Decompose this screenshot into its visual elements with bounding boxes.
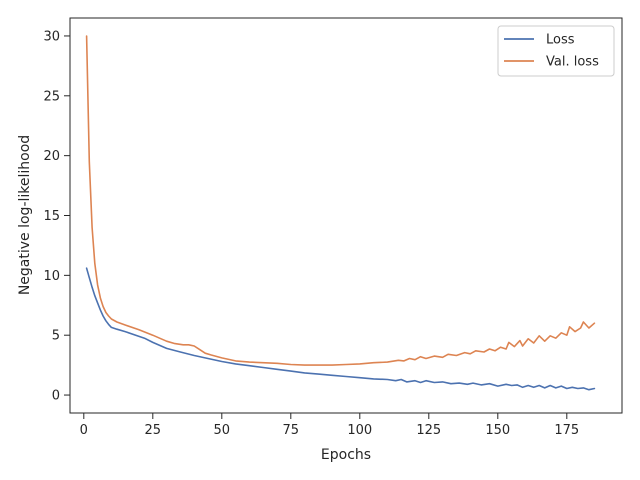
y-axis: 0 5 10 15 20 25 30	[43, 29, 70, 404]
series-line-loss	[85, 267, 596, 391]
x-tick-label: 0	[80, 423, 88, 438]
x-tick-label: 175	[554, 423, 579, 438]
x-tick-label: 125	[416, 423, 441, 438]
y-tick-label: 0	[52, 389, 60, 404]
plot-area	[69, 17, 623, 414]
series-lines	[85, 35, 596, 391]
y-tick-label: 10	[43, 269, 60, 284]
x-tick-label: 25	[145, 423, 162, 438]
y-tick-label: 5	[52, 329, 60, 344]
y-tick-label: 25	[43, 89, 60, 104]
x-axis: 0 25 50 75 100 125 150 175	[80, 413, 579, 438]
x-axis-label: Epochs	[321, 447, 371, 463]
y-tick-label: 20	[43, 149, 60, 164]
legend: Loss Val. loss	[497, 25, 615, 77]
y-tick-label: 30	[43, 29, 60, 44]
series-line-val-loss	[85, 35, 596, 366]
x-tick-label: 50	[214, 423, 231, 438]
y-tick-label: 15	[43, 209, 60, 224]
legend-label: Loss	[546, 33, 575, 48]
x-tick-label: 75	[283, 423, 300, 438]
x-tick-label: 100	[347, 423, 372, 438]
x-tick-label: 150	[485, 423, 510, 438]
y-axis-label: Negative log-likelihood	[17, 135, 33, 295]
legend-label: Val. loss	[546, 55, 599, 70]
